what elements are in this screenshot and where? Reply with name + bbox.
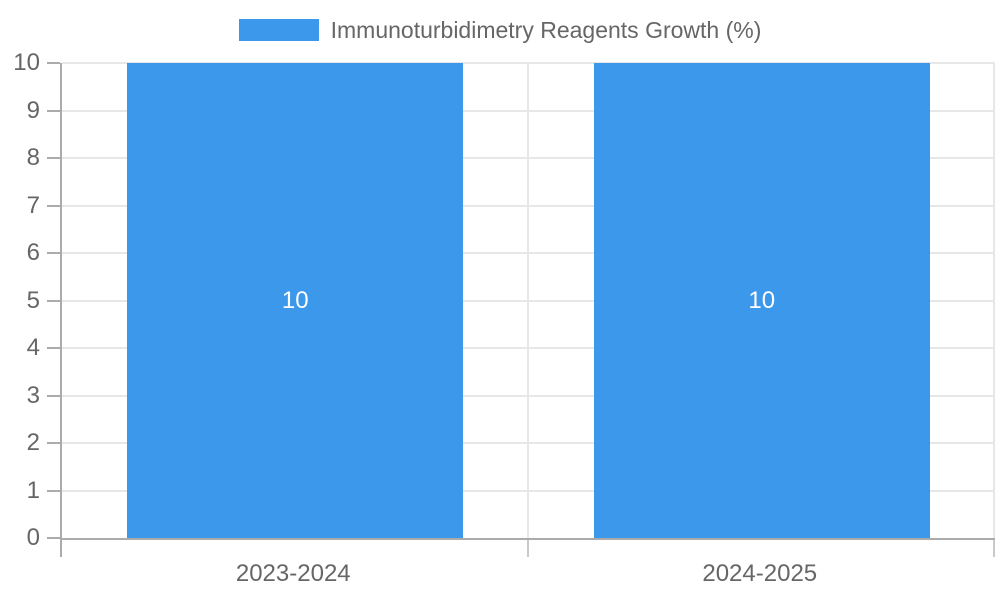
- x-tick-mark: [60, 540, 62, 557]
- x-tick-label: 2023-2024: [235, 560, 351, 587]
- y-tick-mark: [47, 489, 60, 492]
- x-tick-mark: [526, 540, 529, 557]
- bar-value-label: 10: [281, 286, 309, 314]
- category-boundary-line: [993, 63, 995, 538]
- y-tick-mark: [47, 157, 60, 159]
- gridline: [62, 109, 995, 112]
- gridline: [62, 394, 995, 397]
- y-tick-mark: [47, 62, 60, 64]
- y-tick-mark: [47, 347, 60, 349]
- y-tick-label: 6: [26, 239, 40, 266]
- bar-value-label: 10: [748, 286, 776, 314]
- category-boundary-line: [526, 63, 529, 538]
- y-tick-mark: [47, 109, 60, 112]
- plot-area: 10 10: [47, 62, 995, 557]
- gridline: [62, 157, 995, 159]
- gridline: [62, 299, 995, 302]
- y-tick-mark: [47, 252, 60, 254]
- x-axis: 2023-2024 2024-2025: [60, 560, 993, 590]
- y-tick-mark: [47, 299, 60, 302]
- gridline: [62, 204, 995, 207]
- y-tick-mark: [47, 537, 60, 539]
- legend-swatch[interactable]: [238, 19, 319, 41]
- y-tick-label: 9: [26, 96, 40, 124]
- y-tick-label: 4: [26, 334, 40, 361]
- y-tick-label: 5: [26, 286, 40, 314]
- y-tick-label: 7: [26, 191, 40, 219]
- y-tick-mark: [47, 442, 60, 444]
- y-tick-label: 10: [13, 49, 40, 76]
- y-tick-label: 1: [26, 476, 40, 504]
- y-axis: 0 1 2 3 4 5 6 7 8 9 10: [0, 49, 46, 551]
- gridline: [62, 442, 995, 444]
- gridline: [62, 347, 995, 349]
- y-tick-mark: [47, 394, 60, 397]
- bar-2023-2024[interactable]: 10: [127, 63, 464, 538]
- x-tick-label: 2024-2025: [702, 560, 818, 587]
- y-tick-label: 0: [26, 524, 40, 551]
- gridline: [62, 252, 995, 254]
- bar-2024-2025[interactable]: 10: [593, 63, 930, 538]
- y-tick-label: 2: [26, 429, 40, 456]
- legend-label[interactable]: Immunoturbidimetry Reagents Growth (%): [330, 17, 762, 43]
- gridline: [62, 62, 995, 64]
- y-tick-label: 8: [26, 144, 40, 171]
- y-tick-mark: [47, 204, 60, 207]
- x-tick-mark: [993, 540, 995, 557]
- y-tick-label: 3: [26, 381, 40, 409]
- gridline: [62, 489, 995, 492]
- chart-legend: Immunoturbidimetry Reagents Growth (%): [0, 17, 1000, 43]
